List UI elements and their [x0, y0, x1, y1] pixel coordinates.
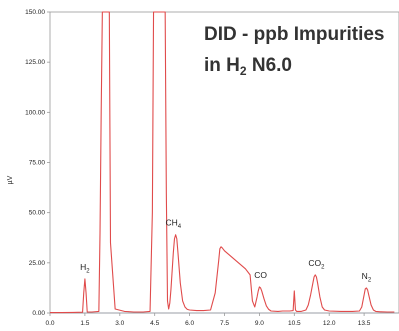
x-axis-ticks: 0.0 1.5 3.0 4.5 6.0 7.5 9.0 10.5 12.0 13.5: [45, 313, 371, 327]
y-tick-label: 50.00: [29, 210, 46, 217]
y-tick-label: 75.00: [29, 160, 46, 167]
chart-title-line2-suffix: N6.0: [247, 55, 292, 76]
x-tick-label: 0.0: [45, 320, 54, 327]
y-tick-label: 100.00: [25, 109, 45, 116]
x-tick-label: 13.5: [358, 320, 371, 327]
x-tick-label: 9.0: [255, 320, 264, 327]
chart-title: DID - ppb Impurities in H2 N6.0: [204, 24, 385, 78]
peak-label: CO2: [308, 258, 325, 271]
x-tick-label: 6.0: [185, 320, 194, 327]
peak-label: CO: [254, 270, 267, 280]
peak-label: H2: [80, 262, 90, 275]
y-tick-label: 0.00: [32, 310, 45, 317]
y-tick-label: 150.00: [25, 9, 45, 16]
chart-title-line1: DID - ppb Impurities: [204, 24, 385, 45]
y-tick-label: 25.00: [29, 260, 46, 267]
chart-title-line2-sub: 2: [240, 64, 247, 78]
plot-frame: [49, 11, 399, 314]
x-tick-label: 4.5: [150, 320, 159, 327]
series-layer: [50, 11, 395, 314]
x-tick-label: 3.0: [115, 320, 124, 327]
x-tick-label: 10.5: [288, 320, 301, 327]
y-axis-ticks: 0.00 25.00 50.00 75.00 100.00 125.00 150.00: [25, 9, 50, 317]
x-tick-label: 1.5: [80, 320, 89, 327]
peak-label: CH4: [166, 218, 182, 231]
x-tick-label: 7.5: [220, 320, 229, 327]
chart-title-line2-prefix: in H: [204, 55, 240, 76]
y-tick-label: 125.00: [25, 59, 45, 66]
peak-label: N2: [362, 271, 372, 284]
x-tick-label: 12.0: [323, 320, 336, 327]
peak-labels: H2 CH4 CO CO2 N2: [80, 218, 372, 284]
chart-title-line2: in H2 N6.0: [204, 55, 292, 78]
y-axis-unit: µV: [7, 175, 14, 184]
chromatogram-series-line: [50, 11, 395, 314]
